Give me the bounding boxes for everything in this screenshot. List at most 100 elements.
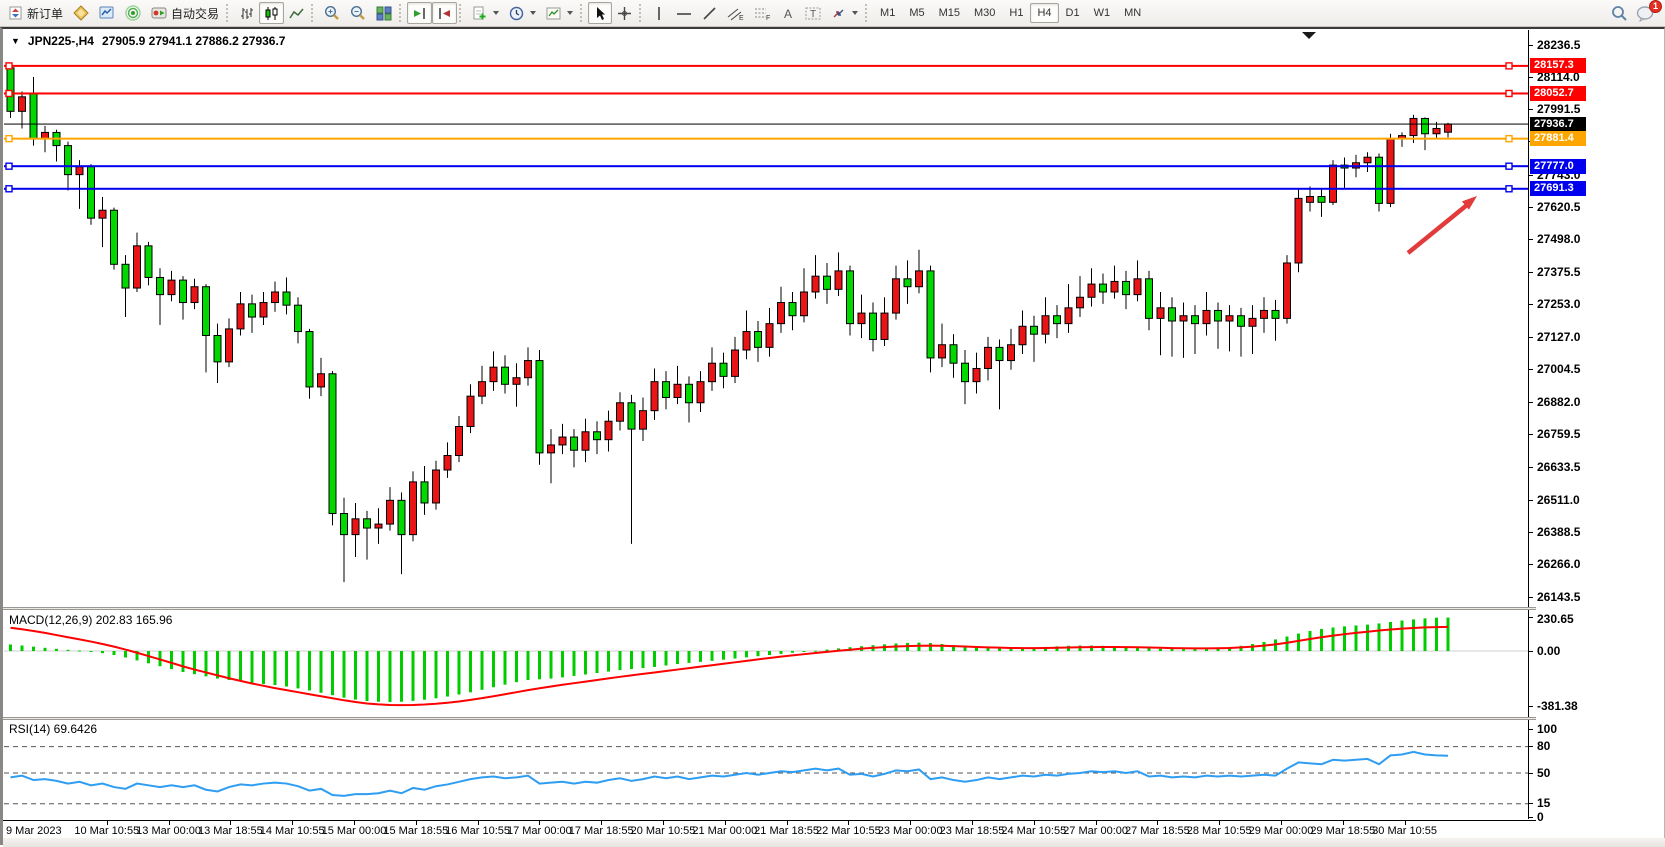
candle-body[interactable] — [1064, 307, 1073, 325]
candle-body[interactable] — [938, 344, 946, 359]
horizontal-line-tool-button[interactable] — [671, 2, 697, 24]
templates-button[interactable] — [541, 2, 578, 24]
candle-body[interactable] — [6, 67, 15, 112]
candle-body[interactable] — [202, 286, 210, 337]
candlestick-chart-button[interactable] — [259, 2, 285, 24]
candle-body[interactable] — [1271, 309, 1280, 319]
candle-body[interactable] — [133, 245, 141, 289]
candle-body[interactable] — [1421, 117, 1429, 135]
macd-indicator-canvas[interactable] — [4, 611, 1528, 717]
timeframe-MN[interactable]: MN — [1124, 7, 1142, 19]
candle-body[interactable] — [995, 346, 1004, 362]
current-price-line[interactable] — [4, 123, 1528, 125]
candle-body[interactable] — [1317, 196, 1326, 203]
candle-body[interactable] — [351, 518, 360, 536]
candle-body[interactable] — [1168, 307, 1176, 322]
candle-body[interactable] — [788, 302, 797, 317]
price-level-badge[interactable]: 27881.4 — [1530, 131, 1586, 147]
candle-body[interactable] — [639, 410, 647, 430]
candle-body[interactable] — [87, 166, 95, 219]
candle-body[interactable] — [1053, 315, 1061, 325]
candle-body[interactable] — [397, 499, 406, 536]
candle-body[interactable] — [1214, 309, 1222, 322]
line-drag-handle[interactable] — [5, 89, 13, 98]
candle-body[interactable] — [478, 381, 486, 397]
candle-body[interactable] — [754, 331, 762, 348]
candle-body[interactable] — [903, 278, 912, 288]
candle-body[interactable] — [167, 279, 176, 296]
candle-body[interactable] — [1409, 117, 1418, 137]
candle-body[interactable] — [236, 303, 245, 330]
candle-body[interactable] — [604, 420, 613, 441]
candle-body[interactable] — [547, 444, 555, 454]
candle-body[interactable] — [961, 362, 969, 383]
candle-body[interactable] — [926, 270, 935, 359]
candle-body[interactable] — [98, 209, 107, 219]
candle-body[interactable] — [1041, 315, 1050, 335]
horizontal-level-line[interactable] — [4, 187, 1528, 190]
candle-body[interactable] — [374, 523, 383, 529]
panel-separator[interactable] — [3, 717, 1536, 720]
candle-body[interactable] — [282, 291, 291, 306]
candle-body[interactable] — [328, 373, 337, 515]
equidistant-channel-tool-button[interactable]: E — [722, 2, 749, 24]
candle-body[interactable] — [1179, 315, 1188, 322]
line-drag-handle[interactable] — [1505, 134, 1513, 143]
candle-body[interactable] — [892, 278, 900, 314]
horizontal-level-line[interactable] — [4, 165, 1528, 168]
timeframe-M30[interactable]: M30 — [974, 7, 996, 19]
rsi-indicator-canvas[interactable] — [4, 720, 1528, 820]
timeframe-M15[interactable]: M15 — [938, 7, 960, 19]
horizontal-level-line[interactable] — [4, 64, 1528, 67]
candle-body[interactable] — [524, 360, 532, 379]
fibonacci-tool-button[interactable]: F — [749, 2, 776, 24]
candle-body[interactable] — [1444, 123, 1452, 133]
candle-body[interactable] — [501, 366, 509, 385]
candle-body[interactable] — [1018, 325, 1027, 346]
candle-body[interactable] — [742, 331, 751, 351]
line-drag-handle[interactable] — [5, 134, 13, 143]
candle-body[interactable] — [271, 291, 279, 304]
candle-body[interactable] — [1386, 138, 1395, 204]
candle-body[interactable] — [800, 291, 808, 317]
candle-body[interactable] — [179, 279, 187, 304]
zoom-in-button[interactable] — [319, 2, 345, 24]
candle-body[interactable] — [1294, 197, 1303, 264]
candle-body[interactable] — [144, 245, 153, 278]
new-order-button[interactable]: 新订单 — [4, 2, 68, 24]
candle-body[interactable] — [1122, 280, 1130, 296]
candle-body[interactable] — [110, 209, 118, 265]
line-drag-handle[interactable] — [1505, 62, 1513, 70]
price-chart-canvas[interactable] — [4, 30, 1528, 607]
vertical-line-tool-button[interactable] — [647, 2, 671, 24]
candle-body[interactable] — [593, 431, 601, 441]
candle-body[interactable] — [1432, 127, 1441, 135]
candle-body[interactable] — [696, 381, 705, 404]
candle-body[interactable] — [443, 455, 452, 471]
timeframe-D1[interactable]: D1 — [1065, 7, 1080, 19]
candle-body[interactable] — [846, 270, 854, 325]
cursor-button[interactable] — [588, 2, 613, 24]
candle-body[interactable] — [29, 93, 38, 140]
text-label-tool-button[interactable]: T — [800, 2, 826, 24]
candle-body[interactable] — [1202, 309, 1211, 325]
candle-body[interactable] — [880, 312, 889, 340]
candle-body[interactable] — [340, 513, 348, 536]
price-level-badge[interactable]: 27777.0 — [1530, 158, 1586, 174]
candle-body[interactable] — [1030, 325, 1038, 335]
price-level-badge[interactable]: 28052.7 — [1530, 85, 1586, 101]
candle-body[interactable] — [685, 383, 693, 404]
candle-body[interactable] — [259, 302, 268, 318]
candle-body[interactable] — [489, 366, 498, 383]
terminal-button[interactable] — [94, 2, 120, 24]
candle-body[interactable] — [432, 469, 440, 504]
candle-body[interactable] — [121, 263, 130, 289]
candle-body[interactable] — [1110, 280, 1119, 293]
auto-scroll-button[interactable] — [407, 2, 433, 24]
zoom-out-button[interactable] — [345, 2, 371, 24]
candle-body[interactable] — [305, 331, 314, 388]
candle-body[interactable] — [811, 275, 820, 293]
candle-body[interactable] — [317, 373, 325, 388]
price-level-badge[interactable]: 28157.3 — [1530, 58, 1586, 74]
candle-body[interactable] — [719, 362, 728, 377]
